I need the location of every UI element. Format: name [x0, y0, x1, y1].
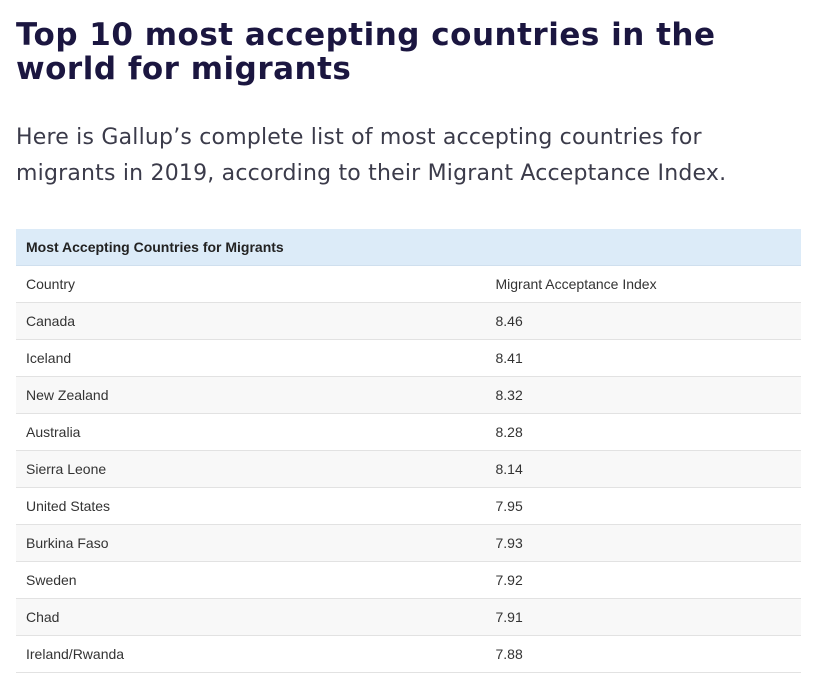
country-cell: Burkina Faso [26, 534, 109, 551]
table-row: Sweden 7.92 [16, 561, 801, 598]
country-cell: Sweden [26, 571, 77, 588]
index-cell: 8.28 [495, 423, 523, 440]
table-row: Ireland/Rwanda 7.88 [16, 635, 801, 672]
table-row: Australia 8.28 [16, 413, 801, 450]
country-cell: Iceland [26, 349, 72, 366]
country-cell: Australia [26, 423, 81, 440]
index-cell: 7.95 [495, 497, 523, 514]
column-header-country: Country [26, 275, 76, 292]
table-header-row: Country Migrant Acceptance Index [16, 265, 801, 302]
country-cell: New Zealand [26, 386, 109, 403]
table-row: Burkina Faso 7.93 [16, 524, 801, 561]
country-cell: United States [26, 497, 111, 514]
index-cell: 8.32 [495, 386, 523, 403]
index-cell: 7.92 [495, 571, 523, 588]
table-body: Canada 8.46 Iceland 8.41 New Zealand 8.3… [16, 302, 801, 672]
country-cell: Canada [26, 312, 76, 329]
article: Top 10 most accepting countries in the w… [16, 17, 802, 672]
table-caption-row: Most Accepting Countries for Migrants [16, 229, 801, 265]
table-row: New Zealand 8.32 [16, 376, 801, 413]
migrant-acceptance-table: Most Accepting Countries for Migrants Co… [16, 229, 801, 673]
article-intro: Here is Gallup’s complete list of most a… [16, 125, 727, 186]
country-cell: Chad [26, 608, 60, 625]
table-caption: Most Accepting Countries for Migrants [26, 238, 284, 255]
index-cell: 8.14 [495, 460, 523, 477]
index-cell: 7.93 [495, 534, 523, 551]
index-cell: 8.46 [495, 312, 523, 329]
column-header-index: Migrant Acceptance Index [495, 275, 657, 292]
table-row: Canada 8.46 [16, 302, 801, 339]
table-row: Sierra Leone 8.14 [16, 450, 801, 487]
index-cell: 8.41 [495, 349, 523, 366]
index-cell: 7.88 [495, 645, 523, 662]
article-title: Top 10 most accepting countries in the w… [16, 17, 716, 87]
index-cell: 7.91 [495, 608, 523, 625]
country-cell: Ireland/Rwanda [26, 645, 125, 662]
table-row: Iceland 8.41 [16, 339, 801, 376]
country-cell: Sierra Leone [26, 460, 107, 477]
table-row: Chad 7.91 [16, 598, 801, 635]
table-row: United States 7.95 [16, 487, 801, 524]
